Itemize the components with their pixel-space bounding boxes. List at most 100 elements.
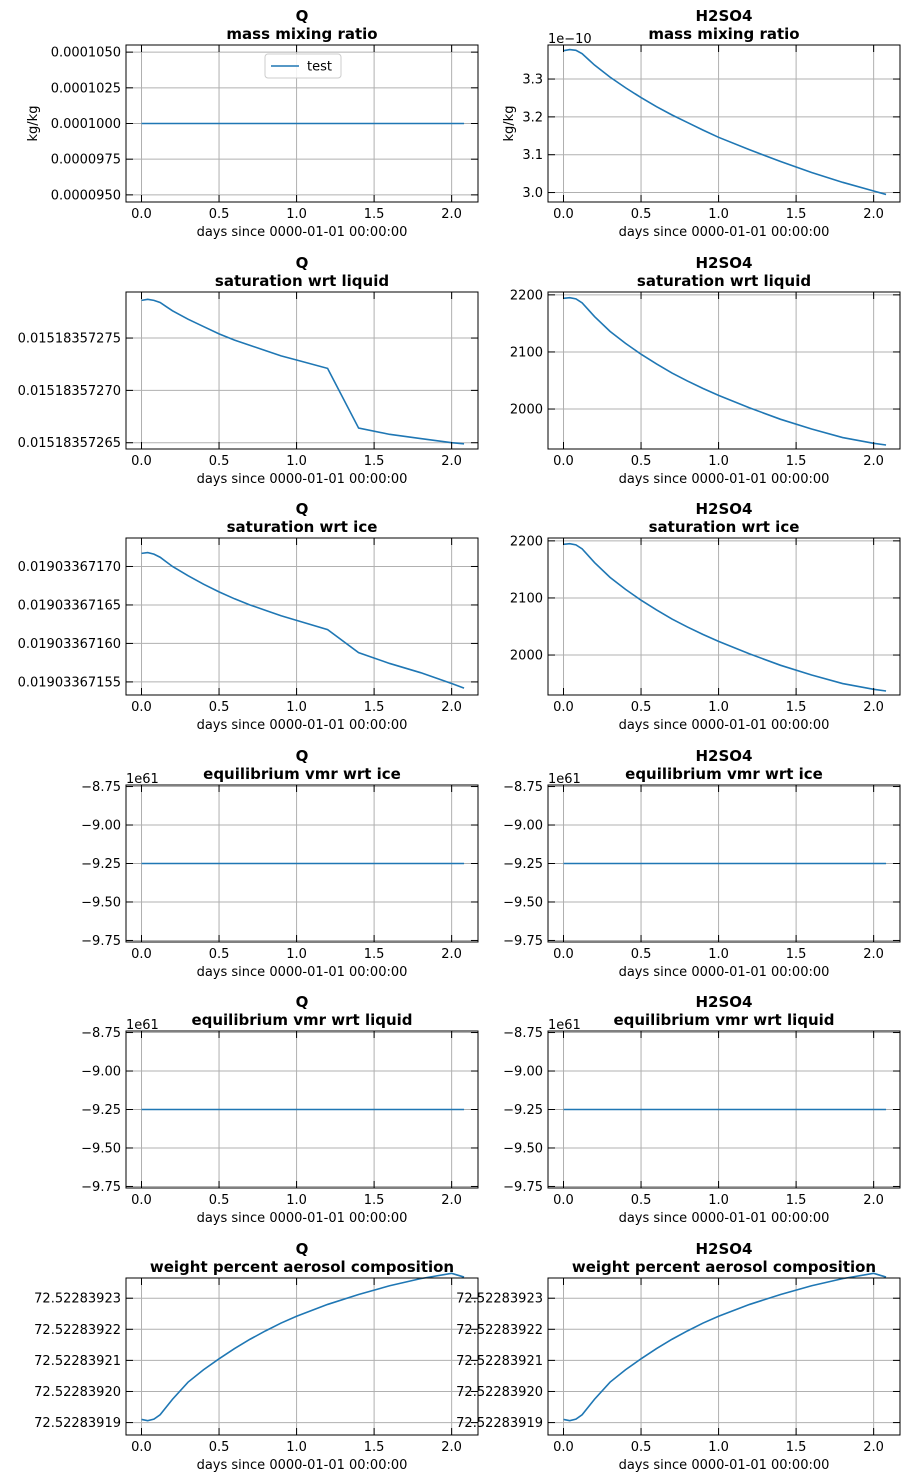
x-axis-label: days since 0000-01-01 00:00:00 [619, 718, 830, 733]
series-line [141, 1272, 465, 1422]
y-tick-label: 3.3 [522, 73, 543, 88]
series-line [563, 542, 887, 692]
y-tick-label: 3.1 [522, 148, 543, 163]
x-tick-label: 1.0 [286, 207, 307, 222]
x-tick-label: 2.0 [863, 1440, 884, 1455]
subplot-title: Q [296, 747, 309, 765]
x-tick-label: 0.0 [131, 1193, 152, 1208]
subplot-subtitle: saturation wrt liquid [637, 272, 811, 290]
x-tick-label: 1.5 [364, 700, 385, 715]
y-tick-label: −8.75 [503, 1026, 543, 1041]
x-tick-label: 1.0 [708, 1440, 729, 1455]
y-tick-label: −8.75 [81, 1026, 121, 1041]
y-tick-label: 72.52283920 [456, 1385, 543, 1400]
axes-frame [125, 291, 479, 450]
x-tick-label: 0.5 [631, 947, 652, 962]
y-tick-label: −9.00 [503, 1065, 543, 1080]
y-tick-label: 0.01903367160 [18, 637, 121, 652]
x-tick-label: 0.5 [631, 1193, 652, 1208]
y-tick-label: 72.52283922 [34, 1323, 121, 1338]
subplot-title: H2SO4 [696, 747, 753, 765]
y-tick-label: 72.52283922 [456, 1323, 543, 1338]
x-tick-label: 0.0 [131, 454, 152, 469]
x-tick-label: 1.5 [364, 454, 385, 469]
x-tick-label: 0.5 [631, 207, 652, 222]
y-tick-label: 0.0000950 [51, 188, 121, 203]
x-tick-label: 0.0 [553, 700, 574, 715]
x-tick-label: 1.0 [286, 947, 307, 962]
x-tick-label: 1.0 [708, 1193, 729, 1208]
x-tick-label: 2.0 [441, 947, 462, 962]
series-line [563, 1272, 887, 1422]
x-tick-label: 1.5 [786, 1440, 807, 1455]
x-tick-label: 1.0 [286, 1440, 307, 1455]
offset-text: 1e61 [126, 1018, 159, 1033]
offset-text: 1e61 [548, 1018, 581, 1033]
x-tick-label: 1.5 [786, 454, 807, 469]
x-axis-label: days since 0000-01-01 00:00:00 [197, 225, 408, 240]
subplot-title: Q [296, 993, 309, 1011]
x-axis-label: days since 0000-01-01 00:00:00 [197, 1458, 408, 1473]
x-axis-label: days since 0000-01-01 00:00:00 [619, 1458, 830, 1473]
axes-frame [547, 537, 901, 696]
x-tick-label: 0.0 [553, 1193, 574, 1208]
x-tick-label: 0.5 [631, 454, 652, 469]
y-tick-label: −9.50 [503, 895, 543, 910]
subplot-subtitle: weight percent aerosol composition [572, 1258, 876, 1276]
x-tick-label: 0.5 [209, 1440, 230, 1455]
x-tick-label: 2.0 [441, 700, 462, 715]
x-tick-label: 1.5 [786, 947, 807, 962]
y-tick-label: −9.25 [81, 857, 121, 872]
y-tick-label: 2200 [510, 534, 543, 549]
axes-frame [547, 291, 901, 450]
y-tick-label: 2100 [510, 345, 543, 360]
x-tick-label: 1.0 [708, 700, 729, 715]
legend: test [264, 53, 342, 79]
subplot-subtitle: weight percent aerosol composition [150, 1258, 454, 1276]
subplot-subtitle: equilibrium vmr wrt ice [203, 765, 401, 783]
subplot-title: H2SO4 [696, 7, 753, 25]
y-tick-label: 0.01518357270 [18, 384, 121, 399]
x-tick-label: 0.5 [209, 1193, 230, 1208]
x-tick-label: 1.5 [364, 1193, 385, 1208]
x-tick-label: 2.0 [441, 1440, 462, 1455]
y-tick-label: 2200 [510, 288, 543, 303]
subplot-subtitle: mass mixing ratio [648, 25, 799, 43]
y-tick-label: 0.01518357275 [18, 332, 121, 347]
series-line [563, 296, 887, 446]
x-axis-label: days since 0000-01-01 00:00:00 [619, 1211, 830, 1226]
subplot-subtitle: saturation wrt liquid [215, 272, 389, 290]
x-tick-label: 1.0 [286, 454, 307, 469]
y-axis-label: kg/kg [26, 106, 41, 142]
series-line [563, 48, 887, 196]
y-tick-label: 72.52283921 [34, 1354, 121, 1369]
subplot-subtitle: saturation wrt ice [649, 518, 800, 536]
y-tick-label: −9.75 [503, 934, 543, 949]
subplot-title: H2SO4 [696, 1240, 753, 1258]
y-tick-label: 0.0000975 [51, 153, 121, 168]
subplot-title: Q [296, 254, 309, 272]
x-tick-label: 1.5 [786, 700, 807, 715]
x-tick-label: 2.0 [863, 700, 884, 715]
x-axis-label: days since 0000-01-01 00:00:00 [619, 965, 830, 980]
subplot-subtitle: equilibrium vmr wrt liquid [191, 1011, 412, 1029]
offset-text: 1e61 [126, 772, 159, 787]
x-tick-label: 0.5 [209, 947, 230, 962]
x-tick-label: 0.0 [553, 947, 574, 962]
legend-entry: test [307, 60, 332, 75]
subplot-title: Q [296, 1240, 309, 1258]
y-tick-label: 72.52283919 [456, 1416, 543, 1431]
x-tick-label: 2.0 [441, 454, 462, 469]
y-tick-label: 0.0001050 [51, 46, 121, 61]
x-tick-label: 1.0 [708, 947, 729, 962]
y-tick-label: −9.00 [81, 1065, 121, 1080]
